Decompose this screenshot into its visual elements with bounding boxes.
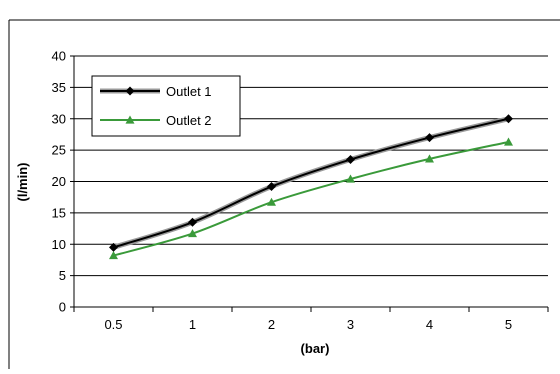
outlet-1-line-shadow	[111, 116, 511, 250]
y-tick-label: 5	[59, 268, 66, 283]
x-tick-label: 4	[426, 317, 433, 332]
legend: Outlet 1 Outlet 2	[91, 75, 241, 137]
y-tick-label: 30	[52, 111, 66, 126]
outlet-2-legend-label: Outlet 2	[166, 113, 212, 128]
outlet-1-point	[425, 133, 434, 143]
x-tick-label: 5	[505, 317, 512, 332]
outlet-1-point	[109, 242, 118, 252]
outlet-2-point	[267, 197, 276, 206]
y-axis-title: (l/min)	[15, 163, 30, 202]
y-tick-label: 15	[52, 205, 66, 220]
legend-box	[91, 75, 241, 137]
y-tick-label: 0	[59, 300, 66, 315]
x-tick-label: 2	[268, 317, 275, 332]
outlet-1-line	[113, 117, 509, 249]
y-tick-label: 40	[52, 49, 66, 64]
y-tick-label: 20	[52, 174, 66, 189]
outlet-2-point	[346, 174, 355, 183]
x-tick-label: 1	[189, 317, 196, 332]
axes: 0 5 10 15 20 25 30 35 40 0.5 1 2 3 4 5	[52, 49, 549, 332]
x-tick-label: 3	[347, 317, 354, 332]
outlet-2-point	[109, 251, 118, 260]
outlet-1-point	[504, 114, 513, 124]
y-tick-label: 35	[52, 80, 66, 95]
outlet-2-point	[504, 137, 513, 146]
outlet-1-legend-marker	[125, 86, 135, 96]
series	[109, 114, 513, 260]
outlet-1-point	[188, 217, 197, 227]
x-axis-title: (bar)	[301, 341, 330, 356]
outlet-1-point	[267, 182, 276, 192]
outlet-2-legend-marker	[125, 115, 135, 124]
outlet-2-point	[425, 154, 434, 163]
y-tick-label: 10	[52, 237, 66, 252]
outlet-1-point	[346, 155, 355, 165]
outlet-2-line	[113, 140, 509, 257]
y-tick-label: 25	[52, 143, 66, 158]
x-tick-label: 0.5	[104, 317, 122, 332]
outlet-1-legend-label: Outlet 1	[166, 84, 212, 99]
outlet-2-point	[188, 229, 197, 238]
